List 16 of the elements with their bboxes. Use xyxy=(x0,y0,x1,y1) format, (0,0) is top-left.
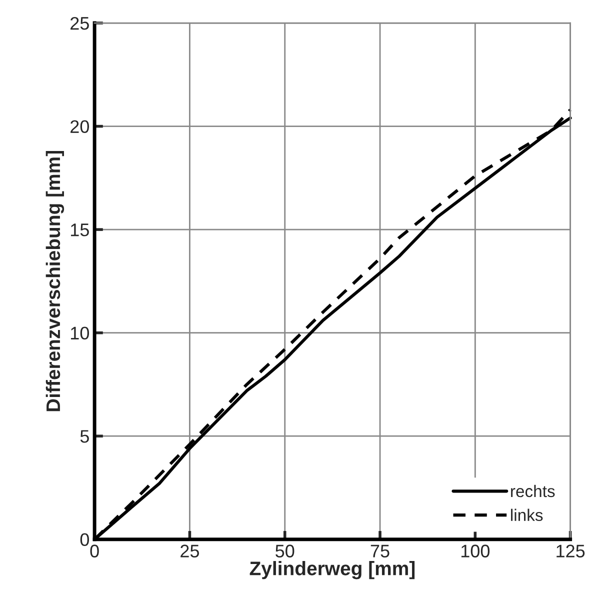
x-axis-title: Zylinderweg [mm] xyxy=(250,561,415,580)
x-tick-label: 75 xyxy=(370,544,390,558)
y-tick-label: 0 xyxy=(80,533,89,546)
legend-label: links xyxy=(511,508,543,522)
y-tick-label: 15 xyxy=(70,224,89,236)
y-axis-title: Differenzverschiebung [mm] xyxy=(46,150,64,412)
x-tick-label: 100 xyxy=(461,544,490,558)
x-tick-label: 125 xyxy=(556,544,585,558)
x-tick-label: 50 xyxy=(276,544,294,558)
y-tick-label: 25 xyxy=(70,16,89,30)
x-tick-label: 0 xyxy=(90,544,99,558)
x-tick-label: 25 xyxy=(180,544,199,558)
legend-label: rechts xyxy=(511,484,555,498)
y-tick-label: 20 xyxy=(70,120,89,134)
y-tick-label: 10 xyxy=(70,326,89,340)
y-tick-label: 5 xyxy=(80,430,89,443)
